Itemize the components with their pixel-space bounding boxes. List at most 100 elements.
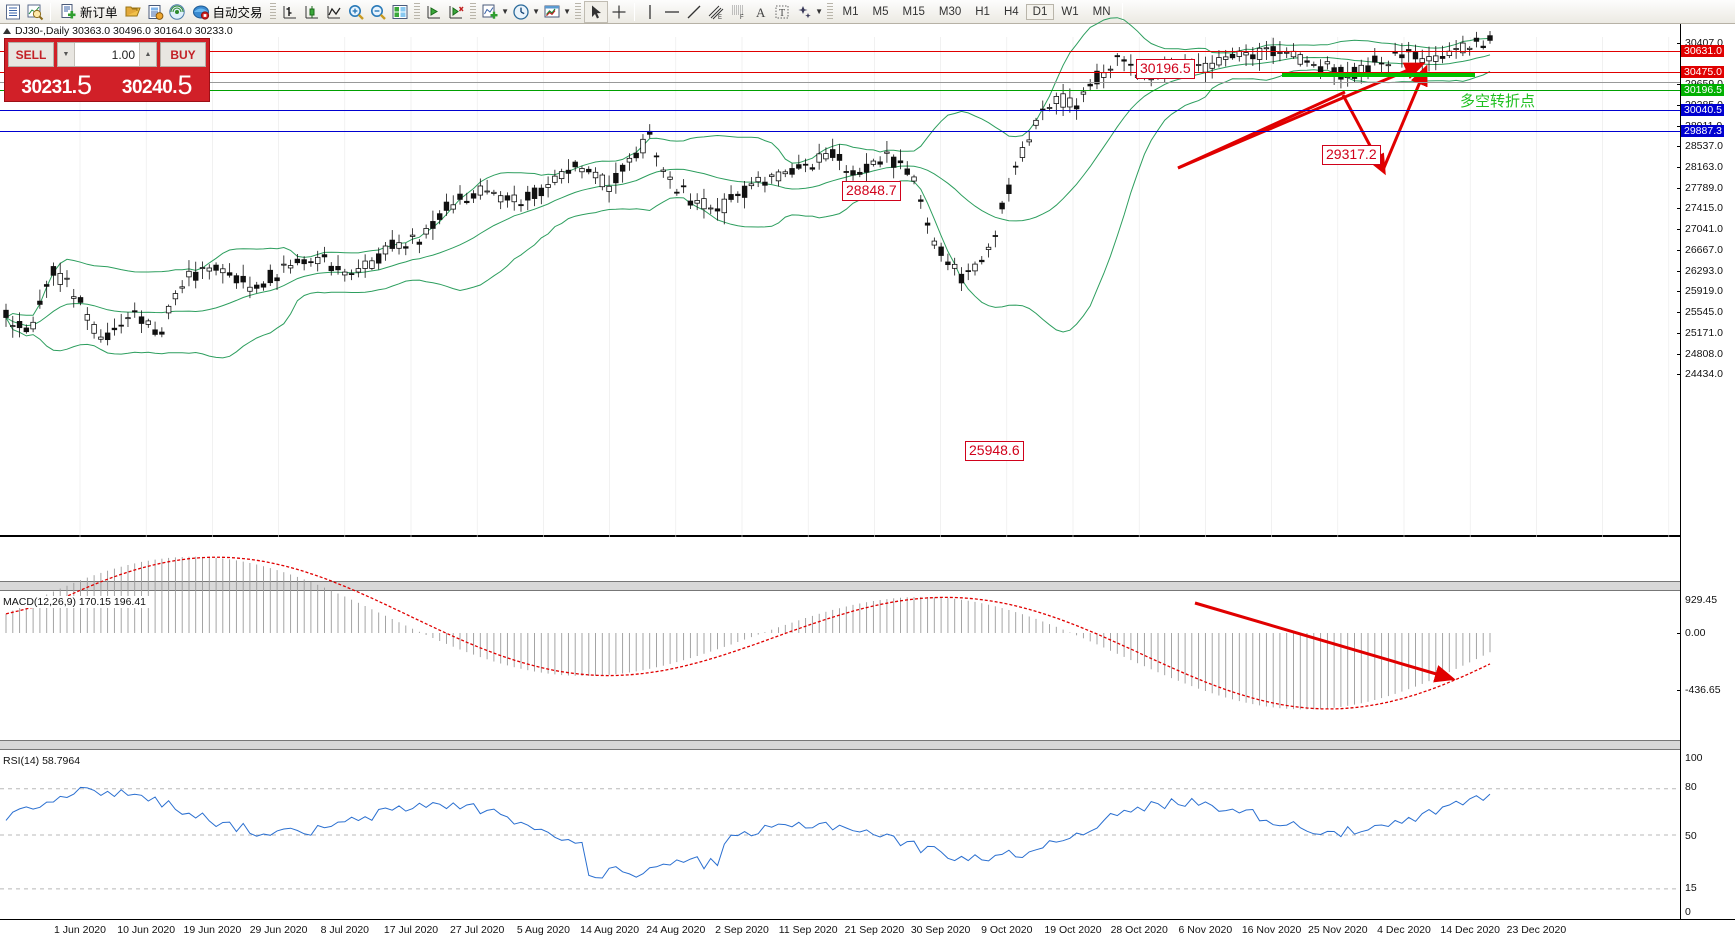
price-axis-tickmark <box>1677 125 1681 127</box>
text-icon[interactable]: A <box>749 1 771 23</box>
label-icon[interactable]: T <box>771 1 793 23</box>
objects-icon[interactable] <box>793 1 815 23</box>
hline-icon[interactable] <box>661 1 683 23</box>
rsi-axis-tick: 80 <box>1685 781 1697 793</box>
rsi-axis-tick: 0 <box>1685 906 1691 918</box>
price-level-line-30631 <box>0 51 1680 52</box>
price-level-line-30040 <box>0 110 1680 111</box>
price-level-label[interactable]: 30631.0 <box>1681 45 1724 57</box>
timeframe-m5[interactable]: M5 <box>872 5 889 18</box>
price-level-label[interactable]: 30196.5 <box>1681 84 1724 96</box>
timeframe-w1[interactable]: W1 <box>1061 5 1079 18</box>
macd-axis-tick: -436.65 <box>1685 684 1721 696</box>
line-chart-icon[interactable] <box>323 1 345 23</box>
svg-text:E: E <box>718 15 722 21</box>
templates-icon[interactable] <box>541 1 563 23</box>
list-icon[interactable] <box>2 1 24 23</box>
price-axis-tick: 27041.0 <box>1685 223 1723 236</box>
toolbar-grip <box>269 2 276 21</box>
chart-collapse-icon[interactable] <box>3 27 11 34</box>
toolbar-separator <box>50 2 51 21</box>
timeframe-d1[interactable]: D1 <box>1025 3 1055 20</box>
volume-increase-icon[interactable]: ▲ <box>139 43 156 66</box>
objects-dropdown-arrow[interactable]: ▼ <box>815 7 823 16</box>
price-level-label[interactable]: 29887.3 <box>1681 125 1724 137</box>
folder-icon[interactable] <box>122 1 144 23</box>
annotation-28848[interactable]: 28848.7 <box>842 181 901 201</box>
price-axis-tick: 27415.0 <box>1685 202 1723 215</box>
sell-price[interactable]: 30231. 5 <box>8 67 106 98</box>
buy-price-decimal: 5 <box>177 69 193 100</box>
channel-icon[interactable]: E <box>705 1 727 23</box>
auto-trading-button[interactable]: 自动交易 <box>188 1 267 23</box>
new-order-button[interactable]: 新订单 <box>55 1 122 23</box>
timeframe-m1[interactable]: M1 <box>842 5 859 18</box>
toolbar-grip-4 <box>574 2 581 21</box>
auto-scroll-icon[interactable] <box>445 1 467 23</box>
timeframe-m30[interactable]: M30 <box>938 5 962 18</box>
pane-divider-macd[interactable] <box>0 581 1680 591</box>
date-axis-tick: 24 Aug 2020 <box>646 924 706 936</box>
timeframe-h1[interactable]: H1 <box>975 5 990 18</box>
price-level-line-29887 <box>0 131 1680 132</box>
price-axis[interactable]: 30407.029659.029285.028911.028537.028163… <box>1677 24 1735 919</box>
timeframe-h4[interactable]: H4 <box>1003 5 1019 18</box>
sell-button[interactable]: SELL <box>8 42 54 67</box>
date-axis-tick: 23 Dec 2020 <box>1506 924 1567 936</box>
annotation-turning-point[interactable]: 多空转折点 <box>1460 93 1536 110</box>
trendline-icon[interactable] <box>683 1 705 23</box>
date-axis-tick: 19 Oct 2020 <box>1044 924 1102 936</box>
buy-button[interactable]: BUY <box>160 42 206 67</box>
period-dropdown-arrow[interactable]: ▼ <box>532 7 540 16</box>
period-icon[interactable] <box>510 1 532 23</box>
annotation-29317[interactable]: 29317.2 <box>1322 145 1381 165</box>
signal-icon[interactable] <box>166 1 188 23</box>
volume-decrease-icon[interactable]: ▼ <box>58 43 75 66</box>
price-axis-tickmark <box>1677 291 1681 293</box>
bar-chart-icon[interactable] <box>279 1 301 23</box>
fibo-icon[interactable]: F <box>727 1 749 23</box>
candle-chart-icon[interactable] <box>301 1 323 23</box>
date-axis-tick: 4 Dec 2020 <box>1377 924 1431 936</box>
macd-axis-tickmark <box>1677 690 1681 691</box>
pane-divider-rsi[interactable] <box>0 740 1680 750</box>
tile-windows-icon[interactable] <box>389 1 411 23</box>
crosshair-icon[interactable] <box>608 1 630 23</box>
zoom-in-icon[interactable] <box>345 1 367 23</box>
toolbar-grip-3 <box>469 2 476 21</box>
rsi-axis-tick: 15 <box>1685 882 1697 894</box>
rsi-pane[interactable] <box>0 752 1680 917</box>
toolbar-grip-2 <box>413 2 420 21</box>
indicators-icon[interactable] <box>479 1 501 23</box>
sell-price-integer: 30231 <box>21 77 72 98</box>
cursor-icon[interactable] <box>583 0 608 23</box>
price-axis-tickmark <box>1677 374 1681 376</box>
auto-trading-label: 自动交易 <box>212 6 263 20</box>
timeframe-mn[interactable]: MN <box>1092 5 1111 18</box>
chart-search-icon[interactable] <box>24 1 46 23</box>
buy-price[interactable]: 30240. 5 <box>109 67 207 98</box>
zoom-out-icon[interactable] <box>367 1 389 23</box>
price-pane[interactable] <box>0 37 1680 537</box>
annotation-25948[interactable]: 25948.6 <box>965 441 1024 461</box>
news-icon[interactable] <box>144 1 166 23</box>
date-axis[interactable]: 1 Jun 2020 10 Jun 2020 19 Jun 2020 29 Jun 2… <box>0 919 1735 943</box>
rsi-axis-tick: 100 <box>1685 752 1703 764</box>
indicators-dropdown-arrow[interactable]: ▼ <box>501 7 509 16</box>
chart-shift-icon[interactable] <box>423 1 445 23</box>
volume-stepper[interactable]: ▼ 1.00 ▲ <box>57 42 157 67</box>
timeframe-m15[interactable]: M15 <box>902 5 925 18</box>
date-axis-tick: 9 Oct 2020 <box>981 924 1033 936</box>
price-axis-tick: 28163.0 <box>1685 161 1723 174</box>
svg-text:F: F <box>740 15 744 21</box>
annotation-30196[interactable]: 30196.5 <box>1136 59 1195 79</box>
toolbar-separator-2 <box>633 2 635 21</box>
one-click-trading-panel[interactable]: SELL ▼ 1.00 ▲ BUY 30231. 5 30240. 5 <box>4 38 210 102</box>
price-level-label[interactable]: 30475.0 <box>1681 66 1724 78</box>
price-level-line-30475 <box>0 72 1680 73</box>
macd-pane[interactable] <box>0 593 1680 693</box>
templates-dropdown-arrow[interactable]: ▼ <box>563 7 571 16</box>
vline-icon[interactable] <box>639 1 661 23</box>
volume-input[interactable]: 1.00 <box>111 47 135 62</box>
price-level-label[interactable]: 30040.5 <box>1681 104 1724 116</box>
